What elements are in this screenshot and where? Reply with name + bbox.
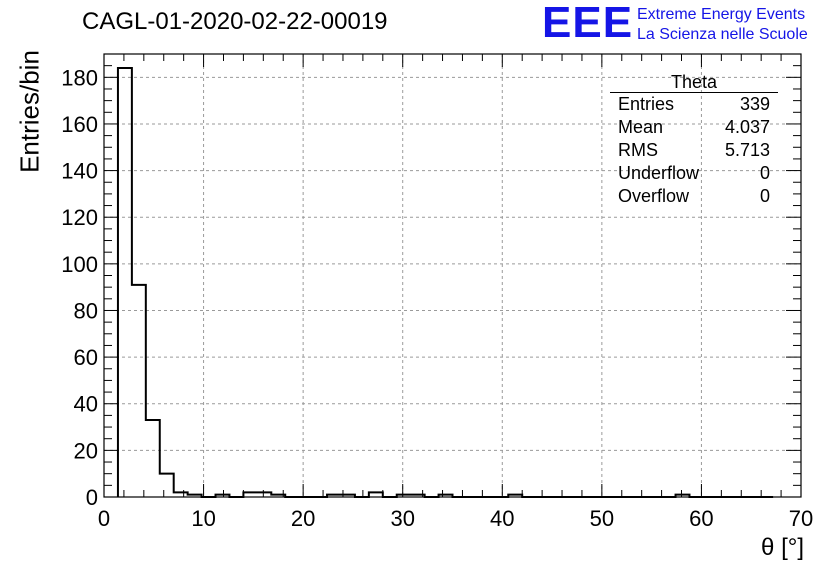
stats-label: Mean: [618, 117, 664, 137]
x-tick-label: 10: [191, 506, 215, 531]
y-tick-label: 180: [61, 65, 98, 90]
logo-mark: EEE: [542, 0, 634, 47]
stats-value: 0: [759, 186, 770, 206]
histogram-bin: [160, 474, 174, 497]
stats-row-entries: Entries 339: [610, 93, 778, 116]
histogram-outline: [116, 66, 774, 498]
x-axis-label: θ [°]: [761, 534, 804, 561]
chart-title: CAGL-01-2020-02-22-00019: [82, 8, 388, 35]
x-tick-label: 40: [490, 506, 514, 531]
y-tick-label: 40: [74, 392, 98, 417]
stats-row-overflow: Overflow 0: [610, 185, 778, 208]
histogram-bin: [118, 68, 132, 497]
y-tick-label: 160: [61, 112, 98, 137]
y-axis-label: Entries/bin: [14, 50, 45, 173]
histogram-bin: [132, 285, 146, 497]
stats-box: Theta Entries 339 Mean 4.037 RMS 5.713 U…: [610, 72, 778, 208]
stats-row-rms: RMS 5.713: [610, 139, 778, 162]
stats-value: 0: [759, 163, 770, 183]
y-tick-label: 140: [61, 159, 98, 184]
y-tick-label: 60: [74, 345, 98, 370]
stats-value: 339: [739, 94, 770, 114]
y-tick-label: 20: [74, 438, 98, 463]
logo-line-1: Extreme Energy Events: [637, 6, 806, 23]
x-tick-label: 60: [689, 506, 713, 531]
logo-line-2: La Scienza nelle Scuole: [637, 26, 808, 43]
y-tick-label: 100: [61, 252, 98, 277]
x-tick-label: 70: [789, 506, 813, 531]
y-tick-label: 80: [74, 298, 98, 323]
stats-label: Underflow: [618, 163, 700, 183]
eee-logo: EEE Extreme Energy Events La Scienza nel…: [542, 0, 832, 48]
stats-row-mean: Mean 4.037: [610, 116, 778, 139]
y-tick-label: 0: [86, 485, 98, 510]
stats-label: Entries: [618, 94, 675, 114]
x-tick-label: 30: [390, 506, 414, 531]
stats-value: 4.037: [724, 117, 770, 137]
x-tick-label: 20: [291, 506, 315, 531]
stats-value: 5.713: [724, 140, 770, 160]
x-tick-label: 0: [98, 506, 110, 531]
stats-title: Theta: [610, 72, 778, 93]
x-tick-label: 50: [590, 506, 614, 531]
stats-label: RMS: [618, 140, 658, 160]
stats-row-underflow: Underflow 0: [610, 162, 778, 185]
histogram-bin: [146, 420, 160, 497]
y-tick-label: 120: [61, 205, 98, 230]
stats-label: Overflow: [618, 186, 690, 206]
